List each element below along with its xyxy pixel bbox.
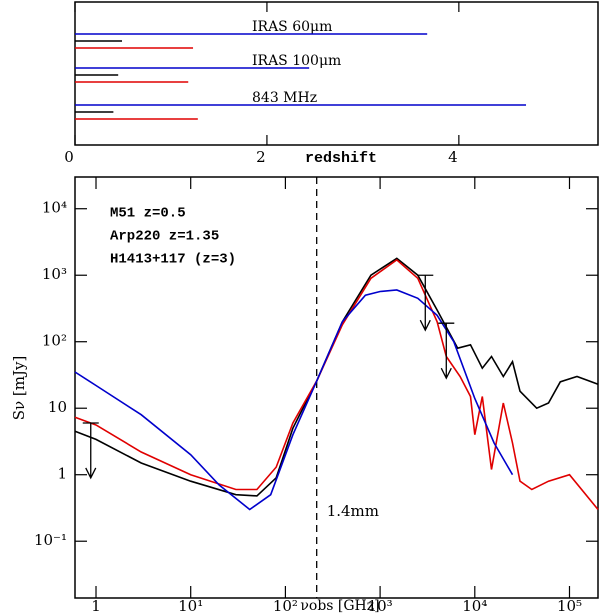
top-frame — [74, 1, 599, 146]
legend-entry: M51 z=0.5 — [110, 206, 186, 222]
legend-entry: Arp220 z=1.35 — [110, 229, 219, 245]
y-tick-label: 10² — [42, 332, 67, 350]
x-tick-label: 10¹ — [178, 597, 203, 615]
group-label: 843 MHz — [252, 90, 317, 106]
x-tick-label: 10⁴ — [462, 597, 487, 615]
x-tick-label: 1 — [91, 597, 101, 615]
top-x-label: redshift — [305, 150, 377, 167]
bottom-frame — [74, 176, 599, 599]
x-tick-label: 4 — [448, 148, 458, 166]
upper-limit — [438, 322, 455, 380]
x-tick-label: 10⁵ — [557, 597, 582, 615]
group-label: IRAS 100μm — [252, 53, 341, 69]
legend-entry: H1413+117 (z=3) — [110, 252, 236, 268]
y-tick-label: 10⁻¹ — [34, 531, 67, 549]
y-tick-label: 10⁴ — [42, 199, 67, 217]
y-axis-label: Sν [mJy] — [10, 356, 28, 421]
upper-limit — [82, 422, 99, 480]
y-tick-label: 1 — [57, 465, 67, 483]
vline-label: 1.4mm — [327, 502, 379, 520]
x-tick-label: 0 — [64, 148, 74, 166]
group-label: IRAS 60μm — [252, 19, 332, 35]
x-axis-label: νobs [GHz] — [300, 598, 379, 614]
series-line — [74, 258, 599, 511]
upper-limit — [417, 274, 434, 332]
x-tick-label: 10³ — [368, 597, 393, 615]
y-tick-label: 10 — [48, 398, 67, 416]
y-tick-label: 10³ — [42, 265, 67, 283]
series-line — [74, 257, 599, 497]
series-line — [74, 289, 514, 511]
x-tick-label: 2 — [256, 148, 266, 166]
x-tick-label: 10² — [273, 597, 298, 615]
